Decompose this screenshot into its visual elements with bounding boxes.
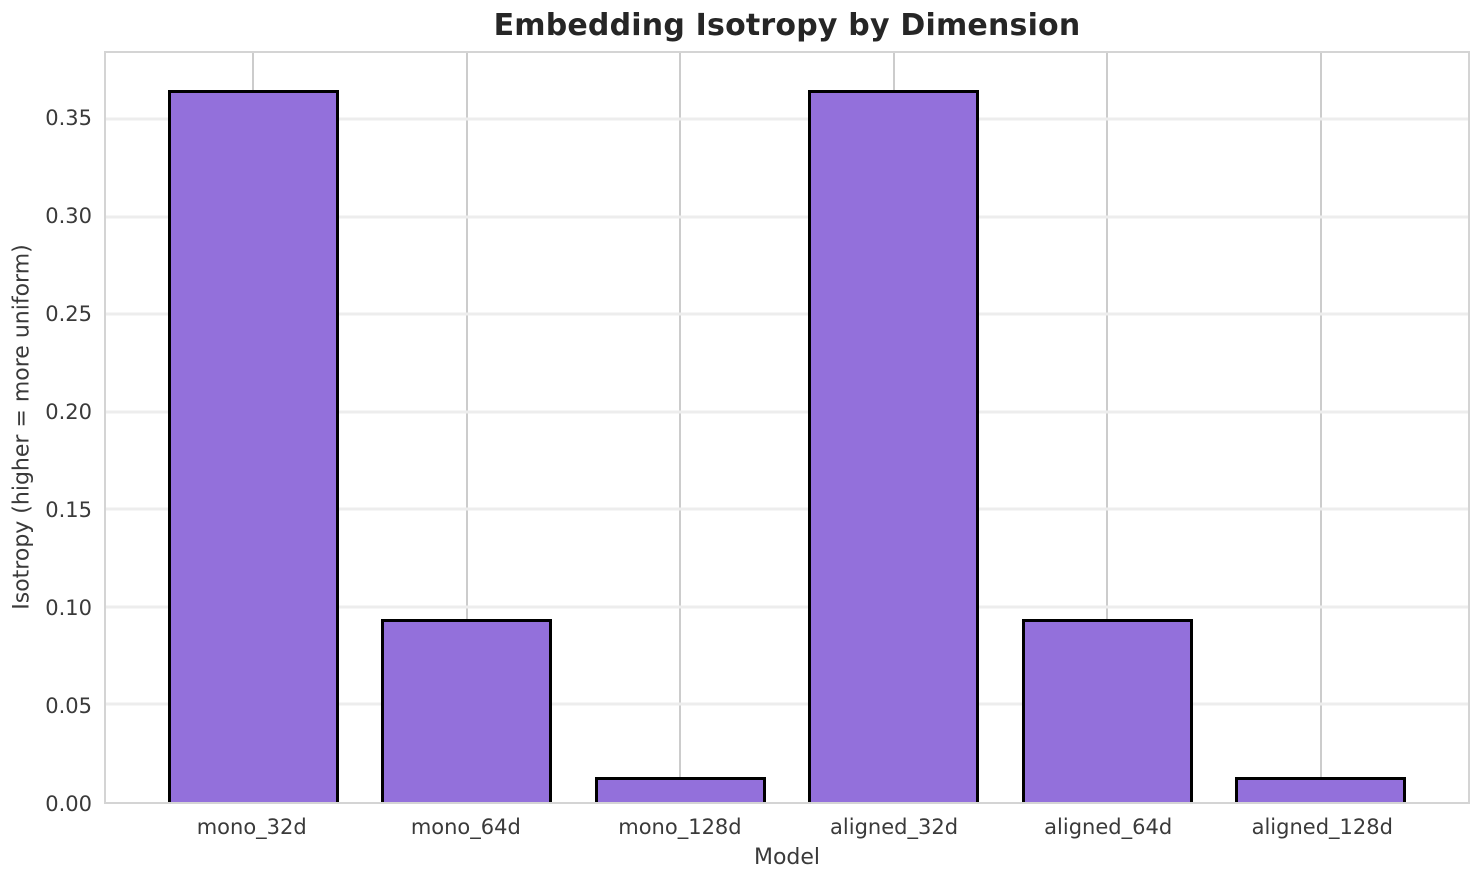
y-tick-label: 0.00 xyxy=(45,792,92,816)
v-gridline xyxy=(465,53,468,802)
h-gridline xyxy=(106,215,1468,219)
x-axis-label: Model xyxy=(753,845,821,870)
y-tick-label: 0.20 xyxy=(45,399,92,424)
x-tick-label: aligned_32d xyxy=(830,815,959,839)
y-tick-label: 0.10 xyxy=(45,595,92,620)
v-gridline xyxy=(679,53,682,802)
x-tick-label: aligned_64d xyxy=(1044,815,1173,839)
y-tick-label: 0.30 xyxy=(45,203,92,228)
y-tick-label: 0.05 xyxy=(45,693,92,718)
v-gridline xyxy=(1319,53,1322,802)
plot-area xyxy=(104,51,1470,804)
v-gridline xyxy=(1106,53,1109,802)
x-tick-label: mono_64d xyxy=(410,815,521,839)
bar xyxy=(808,90,980,802)
chart-title: Embedding Isotropy by Dimension xyxy=(493,8,1081,43)
h-gridline xyxy=(106,507,1468,511)
h-gridline xyxy=(106,312,1468,316)
bar xyxy=(1021,618,1193,802)
y-tick-label: 0.15 xyxy=(45,497,92,522)
bar xyxy=(381,618,553,802)
x-tick-label: aligned_128d xyxy=(1251,815,1393,839)
x-tick-label: mono_128d xyxy=(618,815,742,839)
h-gridline xyxy=(106,410,1468,414)
y-tick-label: 0.35 xyxy=(45,105,92,130)
bar xyxy=(594,776,766,802)
h-gridline xyxy=(106,117,1468,121)
bar xyxy=(167,90,339,802)
y-tick-label: 0.25 xyxy=(45,301,92,326)
x-tick-label: mono_32d xyxy=(196,815,307,839)
y-axis-label: Isotropy (higher = more uniform) xyxy=(9,244,35,610)
bar xyxy=(1235,776,1407,802)
h-gridline xyxy=(106,702,1468,706)
h-gridline xyxy=(106,605,1468,609)
